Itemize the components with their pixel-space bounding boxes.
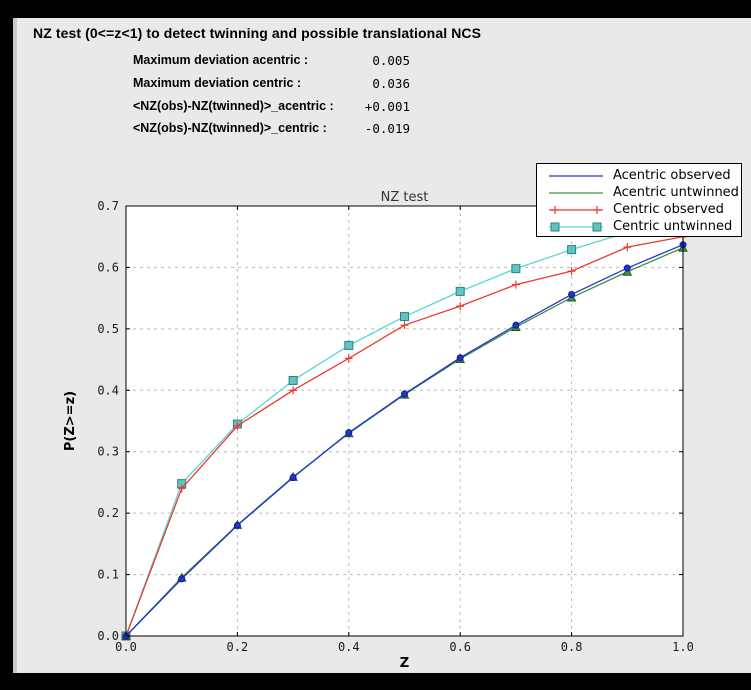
legend-sample-line xyxy=(549,191,603,194)
square-marker xyxy=(344,340,354,350)
y-tick-label: 0.4 xyxy=(97,383,119,397)
plus-marker xyxy=(233,421,242,430)
stat-label: Maximum deviation acentric : xyxy=(133,53,309,67)
plus-marker xyxy=(289,386,298,395)
x-axis-label: Z xyxy=(400,656,409,671)
plus-marker xyxy=(177,484,186,493)
plus-marker xyxy=(344,354,353,363)
square-marker xyxy=(567,245,577,255)
x-tick-label: 0.0 xyxy=(115,640,137,654)
y-tick-label: 0.0 xyxy=(97,629,119,643)
legend-sample-plus xyxy=(549,205,603,214)
plus-marker xyxy=(400,321,409,330)
stats-block: Maximum deviation acentric : 0.005 Maxim… xyxy=(133,53,410,144)
y-tick-label: 0.7 xyxy=(97,199,119,213)
plus-marker xyxy=(567,267,576,276)
square-marker xyxy=(288,375,298,385)
legend-item-acentric-observed: Acentric observed xyxy=(537,167,741,184)
plus-marker xyxy=(623,243,632,252)
x-tick-label: 0.2 xyxy=(227,640,249,654)
circle-marker xyxy=(289,474,297,482)
plus-marker xyxy=(511,280,520,289)
plus-marker xyxy=(456,302,465,311)
stat-row: Maximum deviation centric : 0.036 xyxy=(133,76,410,99)
circle-marker xyxy=(233,521,241,529)
stat-value: -0.019 xyxy=(364,121,410,137)
chart-title: NZ test xyxy=(381,190,429,205)
y-axis-label: P(Z>=z) xyxy=(63,391,78,451)
x-tick-label: 0.4 xyxy=(338,640,360,654)
stat-value: +0.001 xyxy=(364,98,410,114)
panel-left-edge xyxy=(13,18,17,673)
stat-label: Maximum deviation centric : xyxy=(133,75,302,90)
circle-marker xyxy=(456,354,464,362)
series-acentric-observed xyxy=(122,241,687,640)
y-tick-label: 0.5 xyxy=(97,322,119,336)
square-marker xyxy=(400,312,409,322)
plot-background xyxy=(126,206,683,636)
circle-marker xyxy=(623,264,631,272)
stat-label: <NZ(obs)-NZ(twinned)>_acentric : xyxy=(133,98,334,113)
x-tick-label: 0.6 xyxy=(449,640,471,654)
square-marker xyxy=(592,222,602,231)
page-title: NZ test (0<=z<1) to detect twinning and … xyxy=(33,25,482,41)
legend-item-centric-untwinned: Centric untwinned xyxy=(537,218,741,235)
legend-label: Centric observed xyxy=(613,202,724,217)
legend-item-acentric-untwinned: Acentric untwinned xyxy=(537,184,741,201)
stat-row: <NZ(obs)-NZ(twinned)>_acentric : +0.001 xyxy=(133,99,410,122)
legend-sample-line xyxy=(549,174,603,177)
y-tick-label: 0.6 xyxy=(97,260,119,274)
circle-marker xyxy=(401,390,408,398)
circle-marker xyxy=(345,429,353,437)
stat-label: <NZ(obs)-NZ(twinned)>_centric : xyxy=(133,121,327,136)
app-panel: NZ test (0<=z<1) to detect twinning and … xyxy=(13,18,751,673)
chart-legend: Acentric observed Acentric untwinned Centr… xyxy=(536,163,742,237)
y-tick-label: 0.3 xyxy=(97,445,119,459)
plus-marker xyxy=(593,205,601,214)
square-marker xyxy=(511,264,521,274)
x-tick-label: 1.0 xyxy=(672,640,694,654)
circle-marker xyxy=(512,321,520,329)
y-tick-label: 0.2 xyxy=(97,506,119,520)
stat-row: Maximum deviation acentric : 0.005 xyxy=(133,53,410,76)
plot-frame xyxy=(125,205,684,637)
legend-label: Centric untwinned xyxy=(613,219,733,234)
chart-svg: 0.0 0.2 0.4 0.6 0.8 1.00.00.10.20.30.40.50.60… xyxy=(63,190,694,671)
circle-marker xyxy=(178,575,186,583)
y-tick-label: 0.1 xyxy=(97,568,119,582)
stat-value: 0.036 xyxy=(372,75,410,91)
circle-marker xyxy=(568,290,576,298)
stat-row: <NZ(obs)-NZ(twinned)>_centric : -0.019 xyxy=(133,121,410,144)
square-marker xyxy=(455,286,465,296)
legend-label: Acentric untwinned xyxy=(613,185,739,200)
stat-value: 0.005 xyxy=(372,53,410,68)
plus-marker xyxy=(551,205,559,214)
y-tick-labels: 0.0 0.1 0.2 0.3 0.4 0.5 0.6 0.7 xyxy=(97,199,119,643)
legend-item-centric-observed: Centric observed xyxy=(537,201,741,218)
grid xyxy=(126,206,683,636)
x-tick-labels: 0.0 0.2 0.4 0.6 0.8 1.0 xyxy=(115,640,694,654)
square-marker xyxy=(550,222,560,231)
legend-label: Acentric observed xyxy=(613,168,731,183)
x-tick-label: 0.8 xyxy=(561,640,583,654)
legend-sample-square xyxy=(549,222,603,231)
